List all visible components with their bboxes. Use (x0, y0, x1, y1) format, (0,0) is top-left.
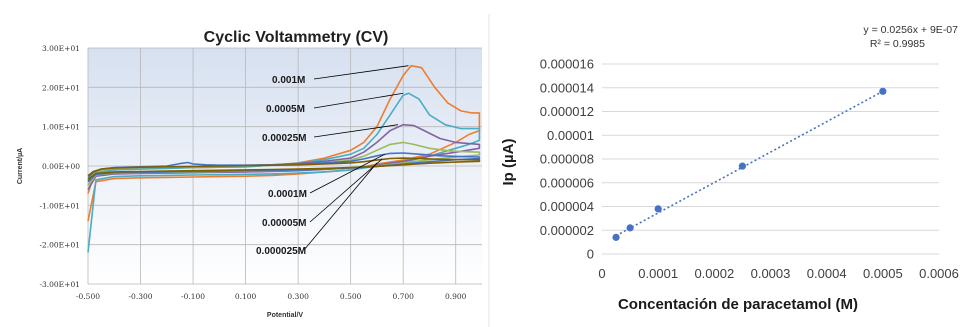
cv-leader-1 (313, 92, 404, 109)
cv-leader-3 (309, 153, 385, 194)
cal-grid (602, 63, 939, 255)
cv-annotation-leaders (303, 65, 409, 251)
cal-x-tick-labels: 0 0.0001 0.0002 0.0003 0.0004 0.0005 0.0006 (598, 266, 959, 281)
calibration-chart: 0 0.0001 0.0002 0.0003 0.0004 0.0005 0.0006 00… (500, 24, 959, 313)
cal-x-tick-4: 0.0004 (807, 266, 847, 281)
cv-title: Cyclic Voltammetry (CV) (204, 29, 389, 46)
cal-point-1 (626, 224, 634, 232)
cal-x-tick-3: 0.0003 (751, 266, 791, 281)
cal-x-tick-6: 0.0006 (919, 266, 959, 281)
cv-series-5 (87, 157, 481, 181)
cv-chart: -0.500 -0.300 -0.100 0.100 0.300 0.500 0.700 0.… (2, 14, 487, 326)
cal-y-axis-label: Ip (µA) (500, 139, 517, 186)
cv-leader-5 (303, 162, 378, 251)
cv-annotation-3: 0.0001M (268, 189, 307, 200)
cal-y-tick-7: 0.000014 (540, 80, 594, 95)
cv-x-tick-6: 0.700 (392, 292, 414, 301)
cal-r-squared: R² = 0.9985 (870, 38, 925, 50)
cal-y-tick-0: 0 (587, 247, 594, 262)
cv-y-tick-1: 2.00E+01 (42, 83, 80, 92)
cal-y-tick-8: 0.000016 (540, 57, 594, 72)
cal-y-tick-labels: 0 0.000002 0.000004 0.000006 0.000008 0.00001… (540, 57, 594, 262)
cv-leader-4 (309, 158, 383, 223)
cal-point-0 (612, 233, 620, 241)
cal-y-tick-6: 0.000012 (540, 104, 594, 119)
cv-y-tick-0: 3.00E+01 (42, 44, 80, 53)
cv-y-tick-labels: 3.00E+01 2.00E+01 1.00E+01 0.00E+00 -1.00E+0… (39, 44, 80, 289)
cv-annotation-4: 0.00005M (262, 218, 306, 229)
cal-y-tick-1: 0.000002 (540, 223, 594, 238)
cal-y-tick-4: 0.000008 (540, 152, 594, 167)
cal-y-tick-2: 0.000004 (540, 199, 594, 214)
cv-y-axis-label: Current/µA (17, 148, 24, 184)
cal-point-2 (654, 205, 662, 213)
cal-x-axis-label: Concentación de paracetamol (M) (618, 296, 858, 313)
cv-x-tick-3: 0.100 (235, 292, 257, 301)
cv-leader-0 (313, 65, 409, 80)
cv-x-tick-7: 0.900 (445, 292, 467, 301)
cv-series-group (87, 64, 481, 253)
cal-x-tick-2: 0.0002 (694, 266, 734, 281)
cal-x-tick-0: 0 (598, 266, 605, 281)
cal-points (612, 87, 887, 241)
cv-series-1 (87, 92, 481, 253)
cv-x-tick-2: -0.100 (181, 292, 205, 301)
cal-x-tick-5: 0.0005 (863, 266, 903, 281)
cal-equation: y = 0.0256x + 9E-07 (863, 24, 958, 36)
cv-annotation-0: 0.001M (272, 75, 305, 86)
cv-x-tick-labels: -0.500 -0.300 -0.100 0.100 0.300 0.500 0.700 0.… (76, 292, 467, 301)
cv-x-tick-5: 0.500 (340, 292, 362, 301)
cv-y-tick-6: -3.00E+01 (39, 280, 80, 289)
cal-x-tick-1: 0.0001 (638, 266, 678, 281)
cv-y-tick-3: 0.00E+00 (42, 162, 80, 171)
cal-y-tick-3: 0.000006 (540, 175, 594, 190)
cv-y-tick-2: 1.00E+01 (42, 123, 80, 132)
cv-x-axis-label: Potential/V (267, 312, 304, 319)
cv-x-tick-0: -0.500 (76, 292, 100, 301)
cv-annotation-5: 0.000025M (256, 246, 306, 257)
cal-trendline (615, 90, 884, 237)
cv-annotation-1: 0.0005M (266, 104, 305, 115)
cv-x-tick-1: -0.300 (129, 292, 153, 301)
cv-leader-2 (313, 124, 399, 138)
cal-point-4 (879, 87, 887, 95)
cv-y-tick-5: -2.00E+01 (39, 241, 80, 250)
cal-point-3 (738, 162, 747, 170)
cv-annotation-2: 0.00025M (262, 133, 306, 144)
cal-y-tick-5: 0.00001 (547, 128, 594, 143)
cv-y-tick-4: -1.00E+01 (39, 201, 80, 210)
cv-x-tick-4: 0.300 (287, 292, 309, 301)
